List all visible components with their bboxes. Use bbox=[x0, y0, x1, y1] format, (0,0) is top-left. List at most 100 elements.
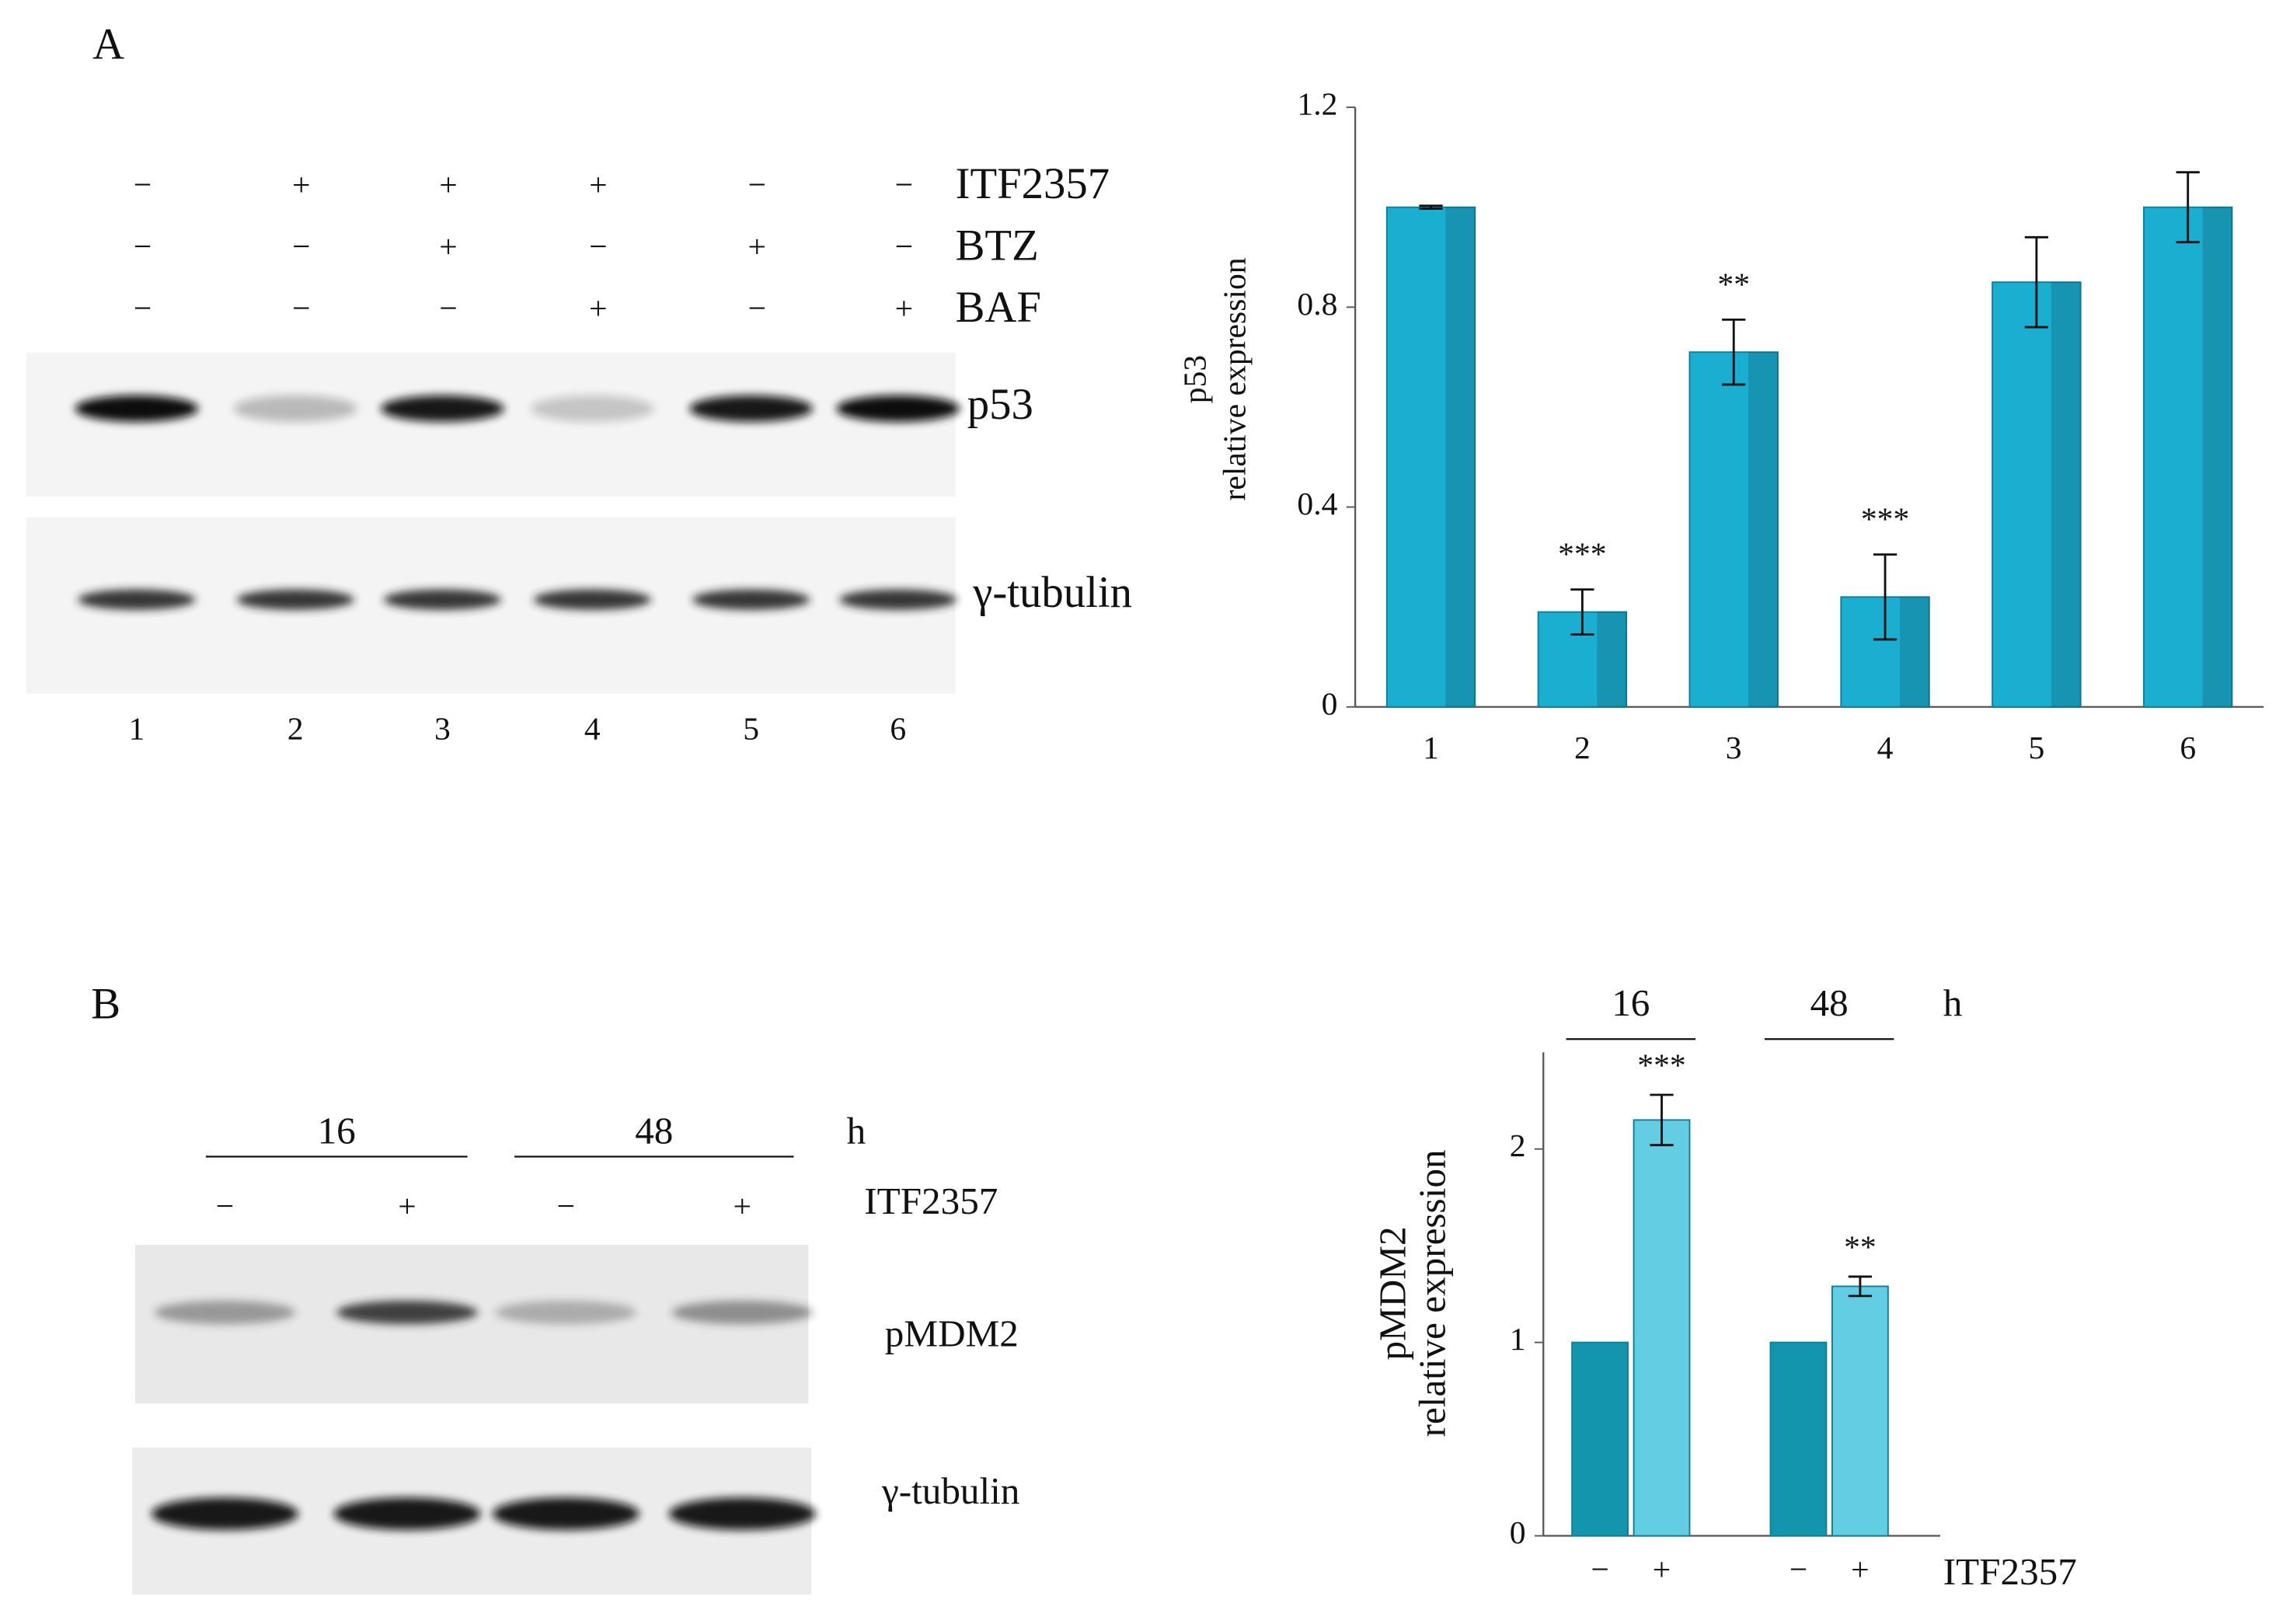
significance: *** bbox=[1558, 537, 1606, 573]
treatment-sign: − bbox=[134, 291, 152, 327]
band-label: p53 bbox=[967, 380, 1033, 429]
time-label: 16 bbox=[318, 1109, 356, 1152]
group-unit: h bbox=[1943, 981, 1963, 1024]
lane-number: 6 bbox=[890, 711, 906, 747]
band bbox=[154, 1300, 296, 1325]
bar bbox=[1769, 1341, 1828, 1537]
band bbox=[75, 395, 199, 422]
treatment-sign: − bbox=[557, 1189, 575, 1225]
bar bbox=[1633, 1119, 1691, 1537]
bar bbox=[1831, 1285, 1889, 1537]
x-tick-label: 5 bbox=[2028, 730, 2044, 766]
band-label: pMDM2 bbox=[885, 1312, 1019, 1354]
y-tick-label: 2 bbox=[1510, 1128, 1526, 1164]
bar-shade bbox=[2051, 282, 2081, 707]
error-bar bbox=[1848, 1275, 1873, 1298]
band-label: γ-tubulin bbox=[881, 1469, 1019, 1512]
band bbox=[380, 395, 504, 422]
treatment-name: ITF2357 bbox=[956, 159, 1110, 208]
x-tick-label: 4 bbox=[1877, 730, 1894, 766]
treatment-sign: − bbox=[747, 291, 765, 327]
lane-number: 3 bbox=[434, 711, 451, 747]
panel-label: B bbox=[91, 980, 120, 1029]
y-axis-label: relative expression bbox=[1217, 257, 1253, 500]
treatment-sign: + bbox=[747, 229, 765, 265]
treatment-sign: + bbox=[589, 168, 607, 204]
band bbox=[836, 395, 960, 422]
series-label: − bbox=[1789, 1552, 1807, 1587]
series-label: + bbox=[1851, 1552, 1869, 1587]
band bbox=[692, 589, 810, 610]
significance: ** bbox=[1844, 1229, 1877, 1265]
band bbox=[236, 589, 354, 610]
lane-number: 5 bbox=[743, 711, 759, 747]
band bbox=[336, 1300, 478, 1325]
y-tick-label: 1.2 bbox=[1297, 87, 1337, 123]
lane-number: 2 bbox=[287, 711, 304, 747]
error-bar bbox=[2024, 235, 2049, 329]
band bbox=[671, 1300, 814, 1325]
series-label: − bbox=[1591, 1552, 1608, 1587]
treatment-sign: + bbox=[398, 1189, 416, 1225]
treatment-sign: − bbox=[292, 229, 310, 265]
treatment-sign: − bbox=[134, 168, 152, 204]
y-tick-label: 0 bbox=[1510, 1515, 1526, 1551]
treatment-sign: + bbox=[439, 168, 457, 204]
treatment-sign: − bbox=[895, 229, 913, 265]
bar bbox=[1688, 351, 1779, 708]
group-label: 16 bbox=[1612, 981, 1650, 1024]
band-label: γ-tubulin bbox=[972, 568, 1132, 617]
treatment-name: ITF2357 bbox=[864, 1180, 998, 1222]
bar-shade bbox=[1748, 352, 1778, 707]
treatment-sign: + bbox=[439, 229, 457, 265]
blot bbox=[26, 352, 956, 497]
bar bbox=[1385, 206, 1476, 708]
y-tick-label: 0.8 bbox=[1297, 287, 1337, 322]
band bbox=[533, 589, 652, 610]
treatment-name: BAF bbox=[956, 283, 1041, 332]
bar bbox=[1571, 1341, 1629, 1537]
error-bar bbox=[1873, 553, 1897, 641]
y-axis-label: p53 bbox=[1177, 355, 1213, 403]
bar bbox=[2143, 206, 2233, 708]
treatment-sign: + bbox=[589, 291, 607, 327]
treatment-sign: − bbox=[134, 229, 152, 265]
band bbox=[333, 1497, 481, 1530]
y-tick-label: 1 bbox=[1510, 1322, 1526, 1357]
series-label: + bbox=[1653, 1552, 1671, 1587]
x-axis-label: ITF2357 bbox=[1943, 1550, 2077, 1593]
time-label: 48 bbox=[635, 1109, 673, 1152]
error-bar bbox=[1570, 588, 1594, 636]
significance: *** bbox=[1861, 502, 1909, 538]
error-bar bbox=[1650, 1093, 1674, 1147]
significance: ** bbox=[1717, 267, 1750, 302]
y-axis-label: pMDM2 bbox=[1371, 1226, 1413, 1360]
bar-shade bbox=[2202, 207, 2232, 707]
panel-label: A bbox=[92, 19, 124, 68]
treatment-sign: − bbox=[747, 168, 765, 204]
treatment-sign: + bbox=[292, 168, 310, 204]
x-tick-label: 6 bbox=[2180, 730, 2196, 766]
band bbox=[383, 589, 502, 610]
significance: *** bbox=[1637, 1048, 1685, 1084]
band bbox=[530, 395, 654, 422]
bar-shade bbox=[1899, 597, 1929, 707]
treatment-sign: + bbox=[734, 1189, 751, 1225]
band bbox=[492, 1497, 639, 1530]
y-axis-label: relative expression bbox=[1410, 1149, 1453, 1437]
treatment-sign: + bbox=[895, 291, 913, 327]
band bbox=[151, 1497, 299, 1530]
band bbox=[233, 395, 357, 422]
treatment-sign: − bbox=[439, 291, 457, 327]
lane-number: 1 bbox=[129, 711, 145, 747]
time-unit: h bbox=[847, 1109, 866, 1152]
band bbox=[495, 1300, 637, 1325]
treatment-sign: − bbox=[589, 229, 607, 265]
bar-shade bbox=[1445, 207, 1476, 707]
blot bbox=[135, 1245, 809, 1404]
error-bar bbox=[1419, 204, 1443, 211]
x-tick-label: 2 bbox=[1574, 730, 1591, 766]
y-tick-label: 0.4 bbox=[1297, 486, 1337, 522]
treatment-sign: − bbox=[216, 1189, 234, 1225]
